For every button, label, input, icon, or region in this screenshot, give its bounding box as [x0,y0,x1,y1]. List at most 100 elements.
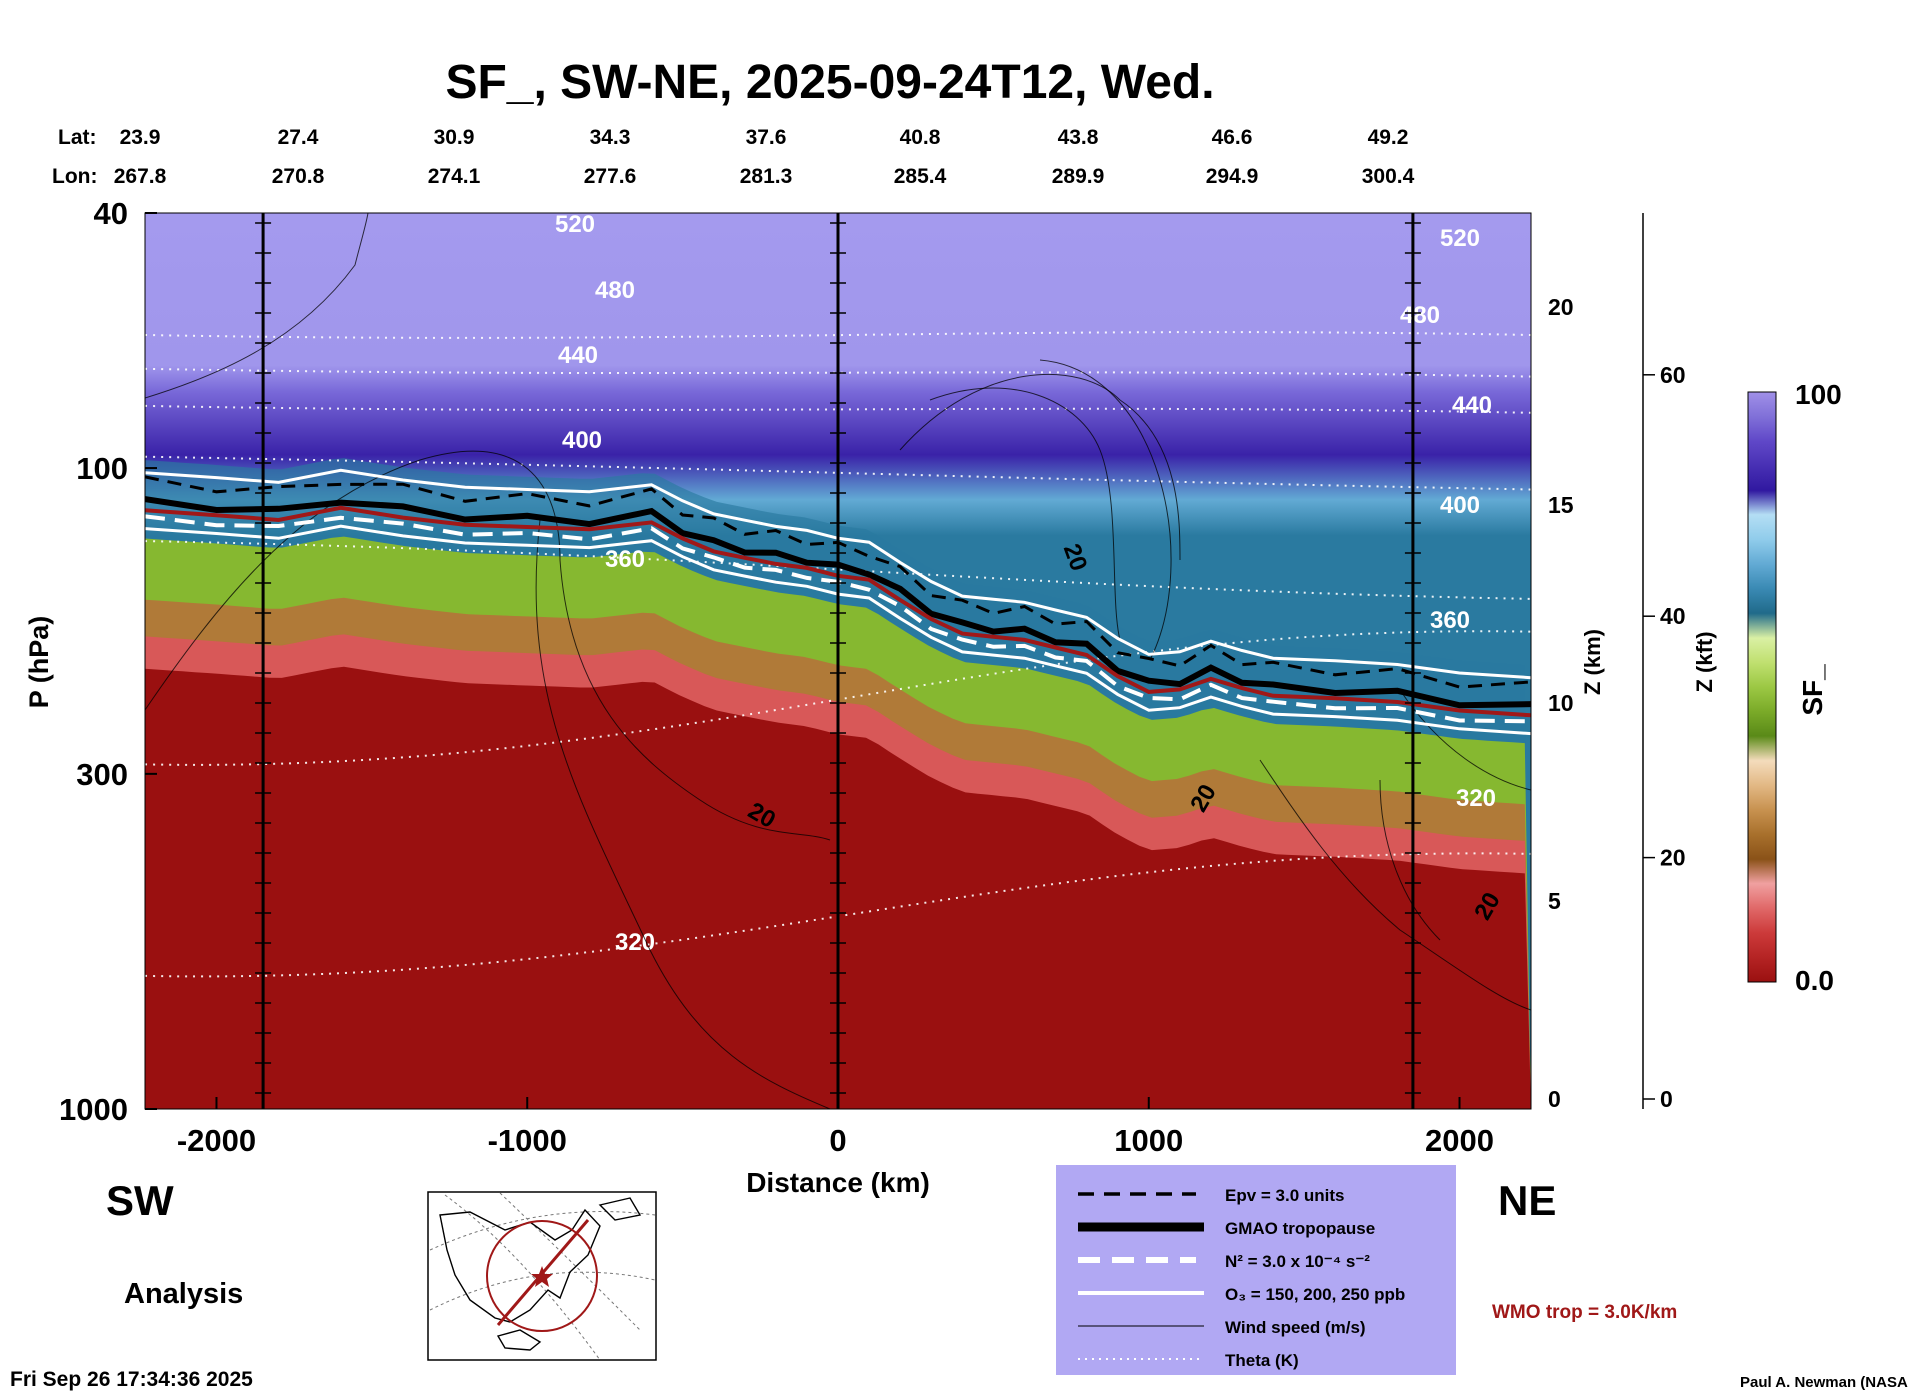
lon-value: 277.6 [584,165,637,188]
colorbar-min-label: 0.0 [1795,965,1834,996]
theta-contour [145,630,1531,766]
o3-150-line [145,468,1531,680]
colorbar-title: SF_ [1797,664,1828,716]
lat-lon-values: 23.9 27.4 30.9 34.3 37.6 40.8 43.8 46.6 49.2 267.… [114,126,1415,188]
wmo-tropopause-line [145,505,1531,718]
theta-label: 320 [615,929,655,956]
lon-value: 281.3 [740,165,793,188]
inset-map [427,1191,657,1361]
wind-contour [899,373,1181,561]
position-lines [255,213,1421,1109]
axes: 40 100 300 1000 -2000 -1000 0 1000 2000 20 15 10 5 0 6… [59,196,1686,1158]
theta-label: 520 [1440,225,1480,252]
colorbar-max-label: 100 [1795,379,1842,410]
theta-contour [145,852,1531,978]
theta-contour [145,331,1531,339]
epv-line [145,475,1531,689]
lon-value: 294.9 [1206,165,1259,188]
x-tick-label: 0 [829,1123,846,1158]
wind-contour [929,387,1121,641]
y-tick-label: 1000 [59,1092,128,1127]
theta-label: 360 [605,546,645,573]
chart-title: SF_, SW-NE, 2025-09-24T12, Wed. [445,56,1214,109]
legend-label-n2: N² = 3.0 x 10⁻⁴ s⁻² [1225,1252,1370,1271]
colorbar: 100 0.0 SF_ [1747,379,1842,996]
lon-value: 289.9 [1052,165,1105,188]
theta-contour [145,367,1531,378]
lon-value: 270.8 [272,165,325,188]
lat-value: 40.8 [900,126,941,149]
theta-label: 520 [555,211,595,238]
y-tick-label: 40 [94,196,128,231]
z-kft-tick-label: 0 [1660,1086,1673,1112]
o3-250-line [145,524,1531,736]
z-km-tick-label: 0 [1548,1086,1561,1112]
wind-contour [1379,779,1441,941]
map-graticule [429,1192,656,1361]
lat-value: 27.4 [278,126,319,149]
legend-label-epv: Epv = 3.0 units [1225,1186,1345,1205]
x-axis-label: Distance (km) [746,1167,930,1198]
gmao-tropopause-line [145,496,1531,709]
theta-label: 440 [1452,392,1492,419]
z-kft-tick-label: 60 [1660,362,1686,388]
legend-label-wind: Wind speed (m/s) [1225,1318,1366,1337]
lon-label: Lon: [52,165,97,188]
z-kft-label: Z (kft) [1692,631,1717,692]
lat-value: 43.8 [1058,126,1099,149]
lat-value: 30.9 [434,126,475,149]
colorbar-bar [1747,391,1777,983]
lat-value: 37.6 [746,126,787,149]
analysis-label: Analysis [124,1278,243,1310]
map-range-circle [486,1220,598,1332]
theta-label: 360 [1430,607,1470,634]
wind-contour [145,213,369,399]
z-kft-tick-label: 20 [1660,845,1686,871]
lat-value: 49.2 [1368,126,1409,149]
map-center-star-icon [531,1266,553,1287]
theta-label: 400 [1440,492,1480,519]
theta-contours: 520 480 440 400 360 320 520 480 440 400 360 320 [145,211,1531,978]
z-km-label: Z (km) [1580,629,1605,695]
legend-label-gmao: GMAO tropopause [1225,1219,1375,1238]
z-kft-tick-label: 40 [1660,603,1686,629]
y-tick-label: 300 [76,757,128,792]
wind-contour [535,519,831,1109]
sw-label: SW [106,1177,174,1224]
tropopause-lines [145,468,1531,736]
x-tick-label: -2000 [177,1123,256,1158]
lon-value: 285.4 [894,165,947,188]
z-km-tick-label: 20 [1548,294,1574,320]
z-km-tick-label: 10 [1548,690,1574,716]
theta-label: 480 [1400,302,1440,329]
credit: Paul A. Newman (NASA [1740,1374,1908,1391]
lon-value: 274.1 [428,165,481,188]
lat-value: 34.3 [590,126,631,149]
wind-contour [1039,359,1172,661]
theta-label: 440 [558,342,598,369]
z-km-tick-label: 15 [1548,492,1574,518]
lat-value: 46.6 [1212,126,1253,149]
legend-label-theta: Theta (K) [1225,1351,1299,1370]
wind-contour [145,450,831,841]
legend-label-o3: O₃ = 150, 200, 250 ppb [1225,1285,1405,1304]
theta-contour [145,404,1531,414]
y-tick-label: 100 [76,451,128,486]
legend-box [1056,1165,1456,1375]
x-tick-label: -1000 [488,1123,567,1158]
x-tick-label: 2000 [1425,1123,1494,1158]
wind-contour [1399,689,1531,791]
wind-contour [1259,759,1531,1011]
theta-contour [145,540,1531,600]
y-axis-label: P (hPa) [24,616,54,709]
z-km-tick-label: 5 [1548,888,1561,914]
theta-label: 400 [562,427,602,454]
n2-line [145,514,1531,724]
theta-contour [145,455,1531,491]
ne-label: NE [1498,1177,1556,1224]
x-tick-label: 1000 [1114,1123,1183,1158]
timestamp: Fri Sep 26 17:34:36 2025 [10,1368,253,1391]
lat-label: Lat: [58,126,97,149]
